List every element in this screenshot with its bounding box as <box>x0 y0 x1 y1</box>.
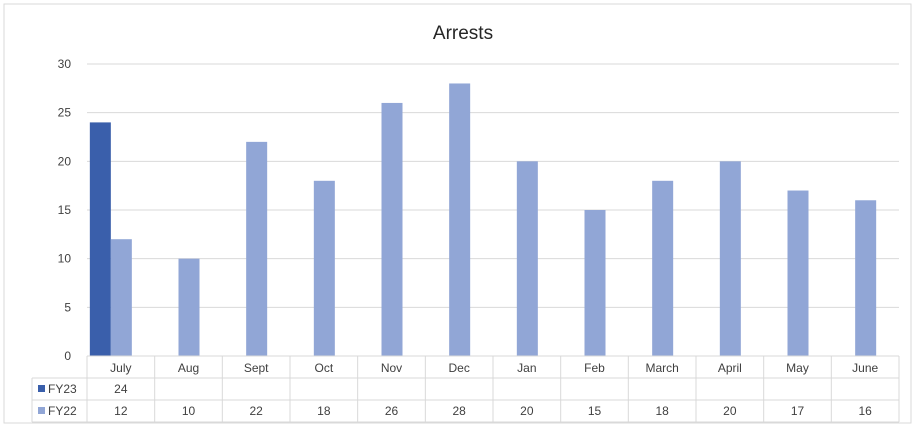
table-cell-fy22: 17 <box>791 404 805 418</box>
table-cell-fy22: 18 <box>655 404 669 418</box>
gridlines <box>87 63 899 308</box>
table-cell-fy23: 24 <box>114 382 128 396</box>
bar-fy22-feb <box>584 210 606 356</box>
x-tick-label: March <box>645 361 678 375</box>
bar-fy22-oct <box>313 180 335 356</box>
legend-key-fy23 <box>38 385 45 392</box>
y-tick-label: 5 <box>64 300 71 314</box>
y-tick-label: 15 <box>58 203 72 217</box>
bars <box>89 83 877 357</box>
x-tick-label: Jan <box>517 361 536 375</box>
bar-fy22-nov <box>381 102 403 356</box>
bar-fy22-sept <box>246 141 268 356</box>
bar-fy22-jan <box>516 161 538 356</box>
chart-title: Arrests <box>433 23 493 44</box>
bar-fy22-may <box>787 190 809 356</box>
table-cell-fy22: 26 <box>385 404 399 418</box>
x-tick-label: Sept <box>244 361 269 375</box>
table-cell-fy22: 15 <box>588 404 602 418</box>
y-tick-label: 30 <box>58 57 72 71</box>
table-cell-fy22: 16 <box>858 404 872 418</box>
x-tick-label: Nov <box>381 361 402 375</box>
table-cell-fy22: 22 <box>249 404 263 418</box>
y-axis: 0 5 10 15 20 25 30 <box>58 57 72 363</box>
table-cell-fy22: 20 <box>520 404 534 418</box>
bar-fy22-aug <box>178 258 200 356</box>
table-cell-fy22: 20 <box>723 404 737 418</box>
y-tick-label: 10 <box>58 252 72 266</box>
table-cell-fy22: 10 <box>182 404 196 418</box>
x-tick-label: July <box>110 361 131 375</box>
data-table: July Aug Sept Oct Nov Dec Jan Feb March April May J… <box>31 355 900 423</box>
bar-fy22-dec <box>449 83 471 356</box>
x-tick-label: April <box>718 361 742 375</box>
y-tick-label: 0 <box>64 349 71 363</box>
y-tick-label: 25 <box>58 106 72 120</box>
legend-label-fy23: FY23 <box>48 382 77 396</box>
y-tick-label: 20 <box>58 154 72 168</box>
legend-key-fy22 <box>38 407 45 414</box>
x-tick-label: Feb <box>584 361 605 375</box>
x-tick-label: June <box>852 361 878 375</box>
table-cell-fy22: 18 <box>317 404 331 418</box>
bar-fy22-july <box>110 239 132 356</box>
table-cell-fy22: 12 <box>114 404 128 418</box>
bar-fy22-june <box>855 200 877 356</box>
bar-fy22-march <box>652 180 674 356</box>
bar-fy23-july <box>89 122 111 357</box>
x-tick-label: Aug <box>178 361 199 375</box>
bar-fy22-april <box>719 161 741 356</box>
x-tick-label: Oct <box>314 361 333 375</box>
legend-label-fy22: FY22 <box>48 404 77 418</box>
x-tick-label: Dec <box>448 361 469 375</box>
table-cell-fy22: 28 <box>452 404 466 418</box>
x-tick-label: May <box>786 361 809 375</box>
